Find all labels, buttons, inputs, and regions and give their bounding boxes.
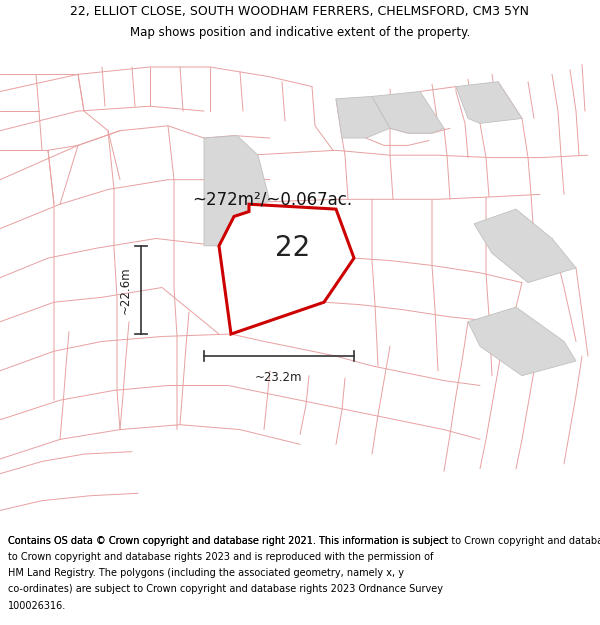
Text: Contains OS data © Crown copyright and database right 2021. This information is : Contains OS data © Crown copyright and d… bbox=[8, 536, 448, 546]
Polygon shape bbox=[456, 82, 522, 123]
Text: HM Land Registry. The polygons (including the associated geometry, namely x, y: HM Land Registry. The polygons (includin… bbox=[8, 568, 404, 578]
Text: ~23.2m: ~23.2m bbox=[255, 371, 303, 384]
Text: Map shows position and indicative extent of the property.: Map shows position and indicative extent… bbox=[130, 26, 470, 39]
Text: 22: 22 bbox=[275, 234, 310, 262]
Polygon shape bbox=[336, 96, 390, 138]
Polygon shape bbox=[474, 209, 576, 282]
Text: Contains OS data © Crown copyright and database right 2021. This information is : Contains OS data © Crown copyright and d… bbox=[8, 536, 600, 546]
Text: co-ordinates) are subject to Crown copyright and database rights 2023 Ordnance S: co-ordinates) are subject to Crown copyr… bbox=[8, 584, 443, 594]
Text: ~272m²/~0.067ac.: ~272m²/~0.067ac. bbox=[192, 190, 352, 208]
Polygon shape bbox=[372, 91, 444, 133]
Text: to Crown copyright and database rights 2023 and is reproduced with the permissio: to Crown copyright and database rights 2… bbox=[8, 552, 433, 562]
Polygon shape bbox=[219, 204, 354, 334]
Text: 100026316.: 100026316. bbox=[8, 601, 66, 611]
Text: ~22.6m: ~22.6m bbox=[119, 266, 132, 314]
Polygon shape bbox=[204, 136, 270, 246]
Polygon shape bbox=[468, 307, 576, 376]
Text: 22, ELLIOT CLOSE, SOUTH WOODHAM FERRERS, CHELMSFORD, CM3 5YN: 22, ELLIOT CLOSE, SOUTH WOODHAM FERRERS,… bbox=[71, 5, 530, 18]
